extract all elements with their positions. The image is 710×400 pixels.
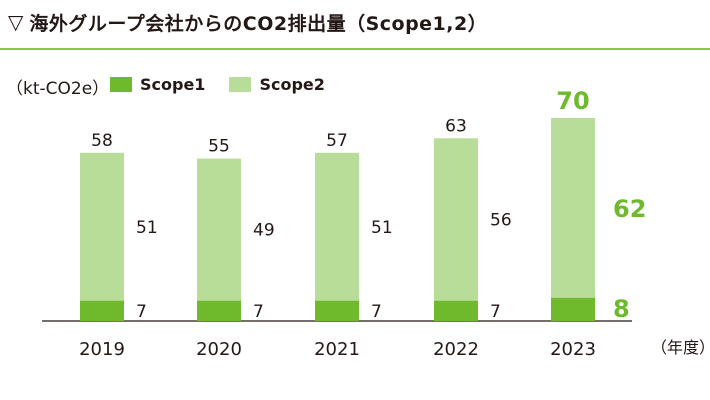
chart-legend: Scope1 Scope2 [110, 75, 349, 94]
x-tick-label-2023: 2023 [550, 339, 596, 360]
bar-scope2-2020 [197, 158, 241, 301]
total-label-2022: 63 [445, 116, 467, 136]
scope2-label-2023: 62 [613, 195, 646, 223]
bar-scope2-2022 [434, 138, 478, 301]
legend-swatch-scope2 [229, 77, 252, 92]
total-label-2023: 70 [556, 87, 589, 115]
scope2-label-2019: 51 [136, 218, 158, 238]
legend-swatch-scope1 [110, 77, 132, 92]
x-unit-label: （年度） [651, 338, 710, 357]
scope2-label-2020: 49 [253, 221, 275, 241]
bar-scope2-2019 [80, 152, 124, 301]
bar-scope1-2022 [434, 300, 478, 321]
scope1-label-2020: 7 [253, 302, 264, 322]
chart-title: ▽ 海外グループ会社からのCO2排出量（Scope1,2） [8, 8, 487, 36]
chart-title-text: 海外グループ会社からのCO2排出量（Scope1,2） [29, 12, 488, 35]
scope1-label-2022: 7 [490, 302, 501, 322]
total-label-2021: 57 [326, 131, 348, 151]
scope1-label-2019: 7 [136, 302, 147, 322]
scope1-label-2023: 8 [613, 295, 630, 323]
x-tick-label-2020: 2020 [196, 339, 242, 360]
scope2-label-2021: 51 [371, 218, 393, 238]
total-label-2020: 55 [208, 137, 230, 157]
x-tick-label-2022: 2022 [433, 339, 479, 360]
triangle-down-outline-icon: ▽ [8, 10, 24, 34]
scope1-label-2021: 7 [371, 302, 382, 322]
title-divider [0, 48, 710, 50]
legend-label-scope2: Scope2 [259, 75, 325, 94]
x-tick-label-2019: 2019 [79, 339, 125, 360]
bar-scope2-2023 [551, 118, 595, 298]
legend-label-scope1: Scope1 [140, 75, 206, 94]
total-label-2019: 58 [91, 131, 113, 151]
legend-item-scope1: Scope1 [110, 75, 205, 94]
bar-scope1-2021 [315, 300, 359, 321]
bar-scope1-2019 [80, 300, 124, 321]
y-unit-label: （kt-CO2e） [6, 79, 110, 99]
bar-scope1-2020 [197, 300, 241, 321]
bar-scope1-2023 [551, 297, 595, 321]
legend-item-scope2: Scope2 [229, 75, 325, 94]
x-tick-label-2021: 2021 [314, 339, 360, 360]
scope2-label-2022: 56 [490, 211, 512, 231]
bar-scope2-2021 [315, 152, 359, 301]
